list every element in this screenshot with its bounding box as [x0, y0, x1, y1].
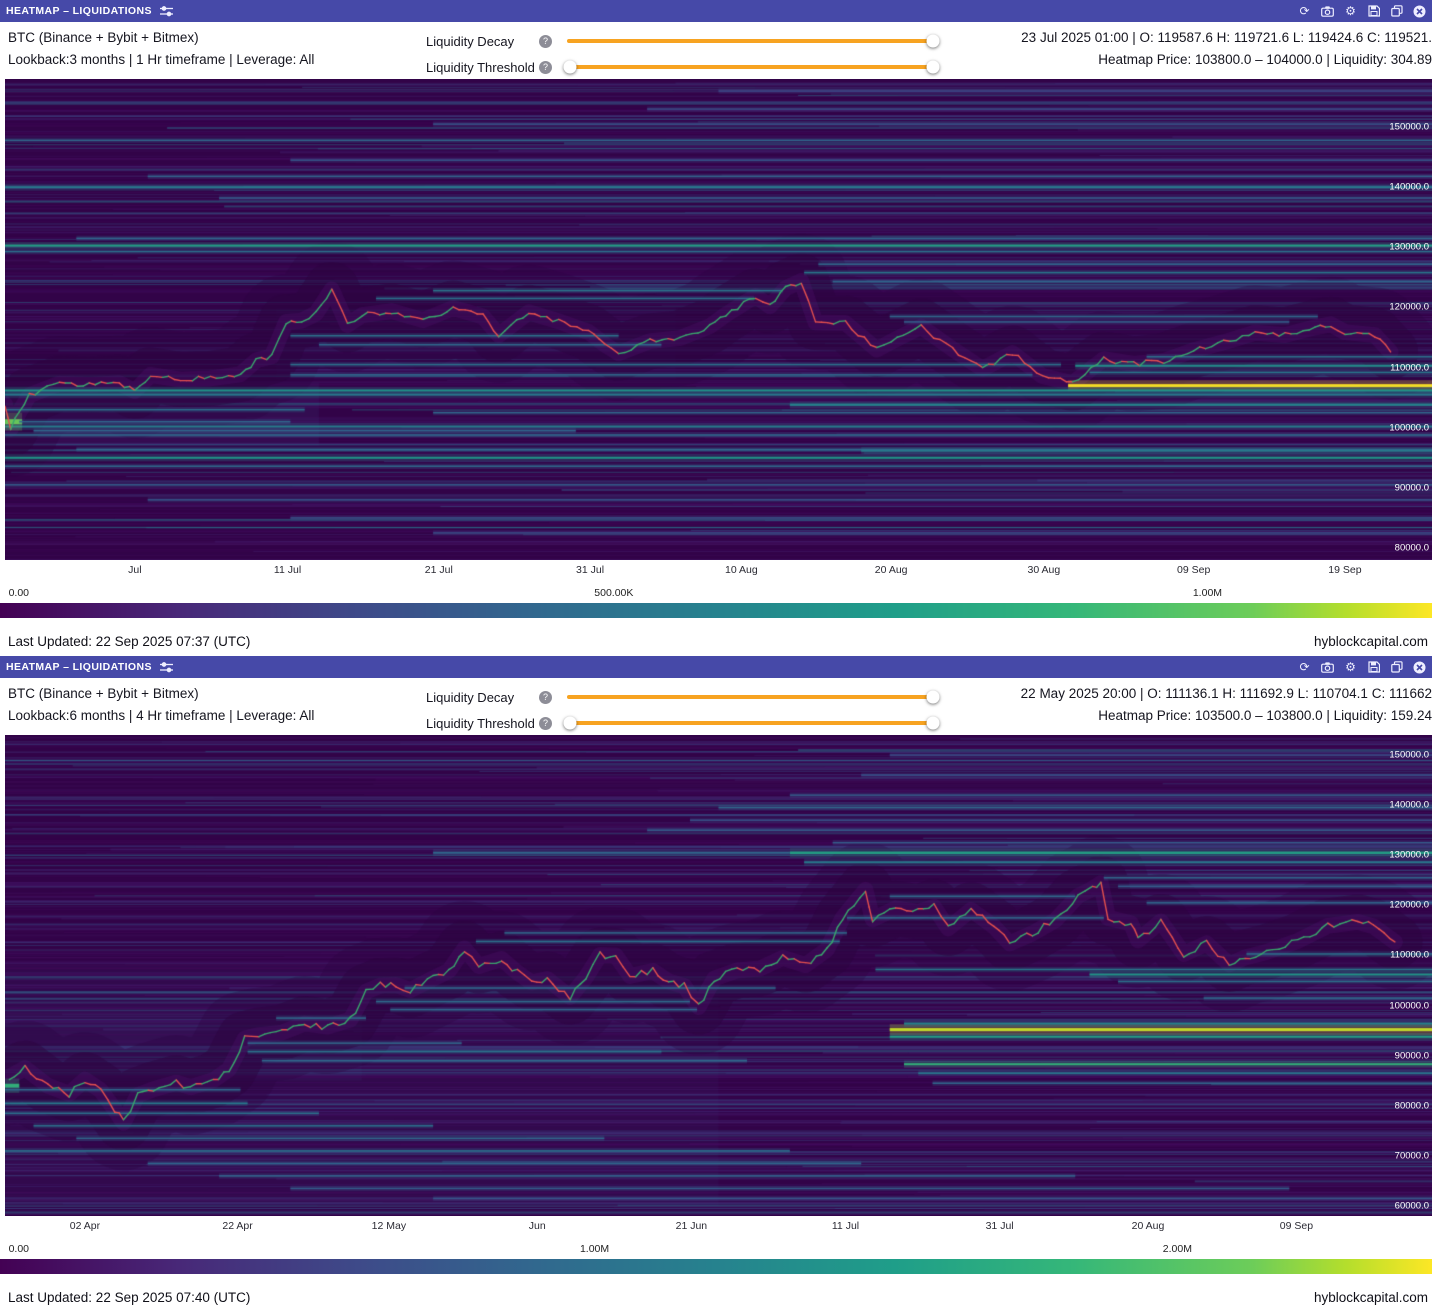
refresh-icon[interactable]: ⟳	[1299, 660, 1310, 674]
x-axis-label: 02 Apr	[69, 1220, 101, 1232]
x-axis-label: Jun	[528, 1220, 546, 1232]
heatmap-canvas[interactable]	[5, 79, 1432, 560]
filters-icon[interactable]	[159, 661, 173, 674]
x-axis-label: 22 Apr	[222, 1220, 253, 1232]
panel-title: HEATMAP – LIQUIDATIONS	[6, 661, 152, 673]
x-axis-label: Jul	[128, 564, 142, 576]
info-icon[interactable]: ?	[539, 690, 552, 704]
heatmap-price-readout: Heatmap Price: 103500.0 – 103800.0 | Liq…	[1098, 708, 1432, 724]
panel-titlebar: HEATMAP – LIQUIDATIONS ⟳ ⚙	[0, 0, 1432, 22]
panel-header: BTC (Binance + Bybit + Bitmex) Lookback:…	[0, 22, 1432, 79]
liquidity-decay-label: Liquidity Decay	[426, 33, 515, 49]
x-axis-label: 19 Sep	[1328, 564, 1362, 576]
x-axis-label: 12 May	[371, 1220, 407, 1232]
copy-icon[interactable]	[1390, 661, 1403, 674]
colorbar-label: 2.00M	[1162, 1243, 1192, 1255]
instrument-label: BTC (Binance + Bybit + Bitmex)	[8, 30, 199, 45]
x-axis-label: 20 Aug	[874, 564, 908, 576]
save-icon[interactable]	[1367, 661, 1380, 674]
liquidity-decay-slider[interactable]	[567, 34, 940, 48]
liquidity-threshold-slider[interactable]	[563, 716, 940, 730]
heatmap-price-readout: Heatmap Price: 103800.0 – 104000.0 | Liq…	[1098, 52, 1432, 68]
heatmap-panel-1: HEATMAP – LIQUIDATIONS ⟳ ⚙ BTC (Binance	[0, 0, 1432, 656]
x-axis-label: 10 Aug	[724, 564, 758, 576]
panel-titlebar: HEATMAP – LIQUIDATIONS ⟳ ⚙	[0, 656, 1432, 678]
slider-thumb[interactable]	[926, 716, 940, 730]
save-icon[interactable]	[1367, 5, 1380, 18]
panel-footer: Last Updated: 22 Sep 2025 07:40 (UTC) hy…	[0, 1274, 1432, 1312]
liquidity-threshold-slider[interactable]	[563, 60, 940, 74]
ohlc-readout: 23 Jul 2025 01:00 | O: 119587.6 H: 11972…	[1021, 30, 1432, 45]
last-updated-label: Last Updated: 22 Sep 2025 07:40 (UTC)	[8, 1290, 251, 1305]
colorbar	[0, 603, 1432, 618]
liquidity-decay-slider[interactable]	[567, 690, 940, 704]
lookback-label: Lookback:3 months | 1 Hr timeframe | Lev…	[8, 52, 315, 68]
slider-thumb[interactable]	[926, 690, 940, 704]
ohlc-readout: 22 May 2025 20:00 | O: 111136.1 H: 11169…	[1020, 686, 1432, 701]
heatmap-chart[interactable]: 150000.0 140000.0 130000.0 120000.0 110000.0…	[0, 735, 1432, 1216]
x-axis: 02 Apr 22 Apr 12 May Jun 21 Jun 11 Jul 31 Jul 2…	[0, 1216, 1432, 1237]
slider-thumb[interactable]	[563, 716, 577, 730]
site-link[interactable]: hyblockcapital.com	[1313, 1290, 1428, 1305]
x-axis-label: 11 Jul	[831, 1220, 860, 1232]
filters-icon[interactable]	[159, 5, 173, 18]
heatmap-chart[interactable]: 150000.0 140000.0 130000.0 120000.0 110000.0…	[0, 79, 1432, 560]
info-icon[interactable]: ?	[539, 34, 552, 48]
camera-icon[interactable]	[1321, 5, 1334, 18]
settings-icon[interactable]: ⚙	[1345, 4, 1356, 18]
copy-icon[interactable]	[1390, 5, 1403, 18]
close-icon[interactable]	[1413, 5, 1426, 18]
colorbar	[0, 1259, 1432, 1274]
liquidity-threshold-label: Liquidity Threshold	[426, 59, 535, 75]
last-updated-label: Last Updated: 22 Sep 2025 07:37 (UTC)	[8, 634, 251, 649]
colorbar-label: 0.00	[8, 587, 30, 599]
panel-footer: Last Updated: 22 Sep 2025 07:37 (UTC) hy…	[0, 618, 1432, 656]
camera-icon[interactable]	[1321, 661, 1334, 674]
x-axis-label: 30 Aug	[1027, 564, 1061, 576]
lookback-label: Lookback:6 months | 4 Hr timeframe | Lev…	[8, 708, 315, 724]
x-axis-label: 21 Jun	[675, 1220, 708, 1232]
x-axis: Jul 11 Jul 21 Jul 31 Jul 10 Aug 20 Aug 30 Aug 0…	[0, 560, 1432, 581]
slider-thumb[interactable]	[563, 60, 577, 74]
liquidity-decay-label: Liquidity Decay	[426, 689, 515, 705]
refresh-icon[interactable]: ⟳	[1299, 4, 1310, 18]
liquidity-threshold-label: Liquidity Threshold	[426, 715, 535, 731]
x-axis-label: 09 Sep	[1177, 564, 1211, 576]
colorbar-scale: 0.00 1.00M 2.00M	[0, 1243, 1432, 1257]
colorbar-scale: 0.00 500.00K 1.00M	[0, 587, 1432, 601]
instrument-label: BTC (Binance + Bybit + Bitmex)	[8, 686, 199, 701]
settings-icon[interactable]: ⚙	[1345, 660, 1356, 674]
site-link[interactable]: hyblockcapital.com	[1313, 634, 1428, 649]
slider-thumb[interactable]	[926, 34, 940, 48]
x-axis-label: 20 Aug	[1131, 1220, 1165, 1232]
x-axis-label: 21 Jul	[424, 564, 453, 576]
x-axis-label: 31 Jul	[985, 1220, 1014, 1232]
x-axis-label: 31 Jul	[576, 564, 605, 576]
colorbar-label: 500.00K	[594, 587, 634, 599]
slider-thumb[interactable]	[926, 60, 940, 74]
heatmap-panel-2: HEATMAP – LIQUIDATIONS ⟳ ⚙ BTC (Binance	[0, 656, 1432, 1312]
panel-title: HEATMAP – LIQUIDATIONS	[6, 5, 152, 17]
close-icon[interactable]	[1413, 661, 1426, 674]
x-axis-label: 11 Jul	[273, 564, 302, 576]
colorbar-label: 0.00	[8, 1243, 30, 1255]
x-axis-label: 09 Sep	[1279, 1220, 1314, 1232]
info-icon[interactable]: ?	[539, 716, 552, 730]
colorbar-label: 1.00M	[579, 1243, 610, 1255]
info-icon[interactable]: ?	[539, 60, 552, 74]
colorbar-label: 1.00M	[1192, 587, 1223, 599]
panel-header: BTC (Binance + Bybit + Bitmex) Lookback:…	[0, 678, 1432, 735]
heatmap-canvas[interactable]	[5, 735, 1432, 1216]
